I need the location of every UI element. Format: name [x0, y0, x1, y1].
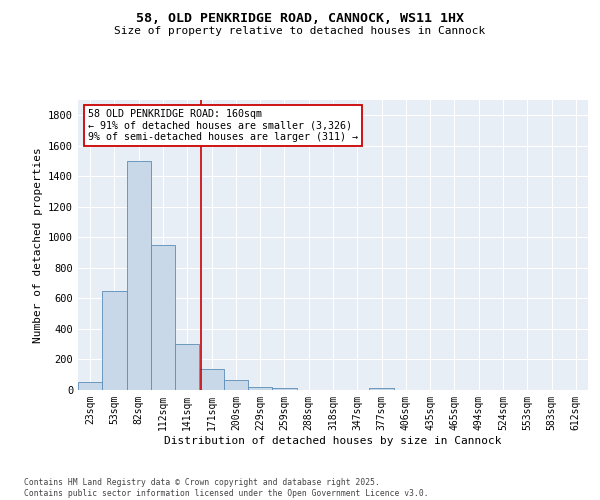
X-axis label: Distribution of detached houses by size in Cannock: Distribution of detached houses by size … [164, 436, 502, 446]
Bar [78, 382, 102, 390]
Bar [102, 291, 127, 390]
Bar [199, 370, 224, 390]
Text: 58 OLD PENKRIDGE ROAD: 160sqm
← 91% of detached houses are smaller (3,326)
9% of: 58 OLD PENKRIDGE ROAD: 160sqm ← 91% of d… [88, 108, 358, 142]
Y-axis label: Number of detached properties: Number of detached properties [32, 147, 43, 343]
Text: Contains HM Land Registry data © Crown copyright and database right 2025.
Contai: Contains HM Land Registry data © Crown c… [24, 478, 428, 498]
Text: 58, OLD PENKRIDGE ROAD, CANNOCK, WS11 1HX: 58, OLD PENKRIDGE ROAD, CANNOCK, WS11 1H… [136, 12, 464, 26]
Bar [248, 387, 272, 390]
Bar [127, 161, 151, 390]
Bar [151, 245, 175, 390]
Text: Size of property relative to detached houses in Cannock: Size of property relative to detached ho… [115, 26, 485, 36]
Bar [272, 388, 296, 390]
Bar [175, 344, 199, 390]
Bar [224, 380, 248, 390]
Bar [370, 388, 394, 390]
